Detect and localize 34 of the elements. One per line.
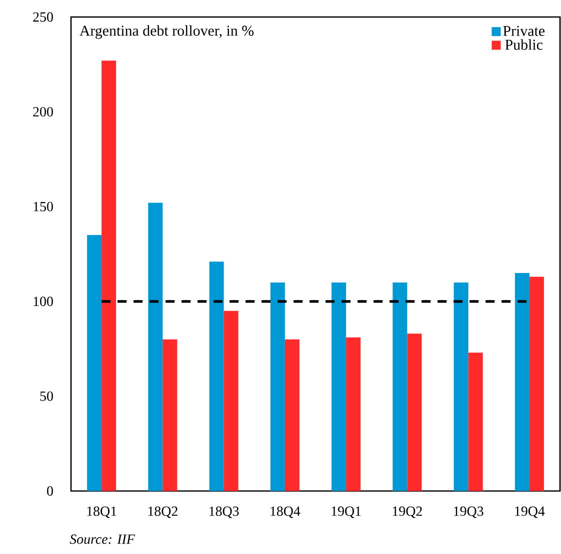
bar (332, 282, 346, 491)
bar (209, 262, 224, 491)
bar (270, 282, 285, 491)
x-tick-label: 19Q4 (515, 506, 545, 518)
bar (514, 272, 530, 491)
x-tick-label: 19Q3 (454, 506, 484, 518)
bar (346, 337, 361, 491)
bar (407, 334, 422, 491)
x-tick-label: 18Q2 (148, 506, 178, 518)
bar (224, 310, 238, 491)
source-note: Source: IIF (70, 534, 136, 544)
y-tick-label: 50 (40, 391, 53, 401)
x-tick-label: 18Q4 (270, 506, 300, 518)
x-tick-label: 18Q3 (210, 506, 239, 518)
bar (148, 202, 163, 491)
bar (102, 60, 116, 491)
legend-label: Private (503, 26, 545, 36)
x-tick-label: 19Q1 (332, 506, 361, 518)
text: Argentina debt rollover, in % (80, 25, 254, 39)
bar (162, 339, 178, 491)
y-tick-label: 200 (33, 107, 53, 117)
y-tick-label: 250 (33, 12, 53, 22)
x-tick-label: 18Q1 (87, 506, 116, 518)
bar (468, 352, 483, 491)
y-tick-label: 100 (34, 296, 53, 306)
x-tick-label: 19Q2 (392, 506, 422, 518)
y-tick-label: 0 (47, 486, 53, 496)
y-tick-label: 150 (34, 202, 53, 212)
bar (284, 339, 300, 491)
bar (454, 282, 468, 491)
bar (529, 276, 544, 491)
legend-label: Public (505, 39, 543, 50)
bar (392, 282, 408, 491)
bar (87, 235, 102, 491)
